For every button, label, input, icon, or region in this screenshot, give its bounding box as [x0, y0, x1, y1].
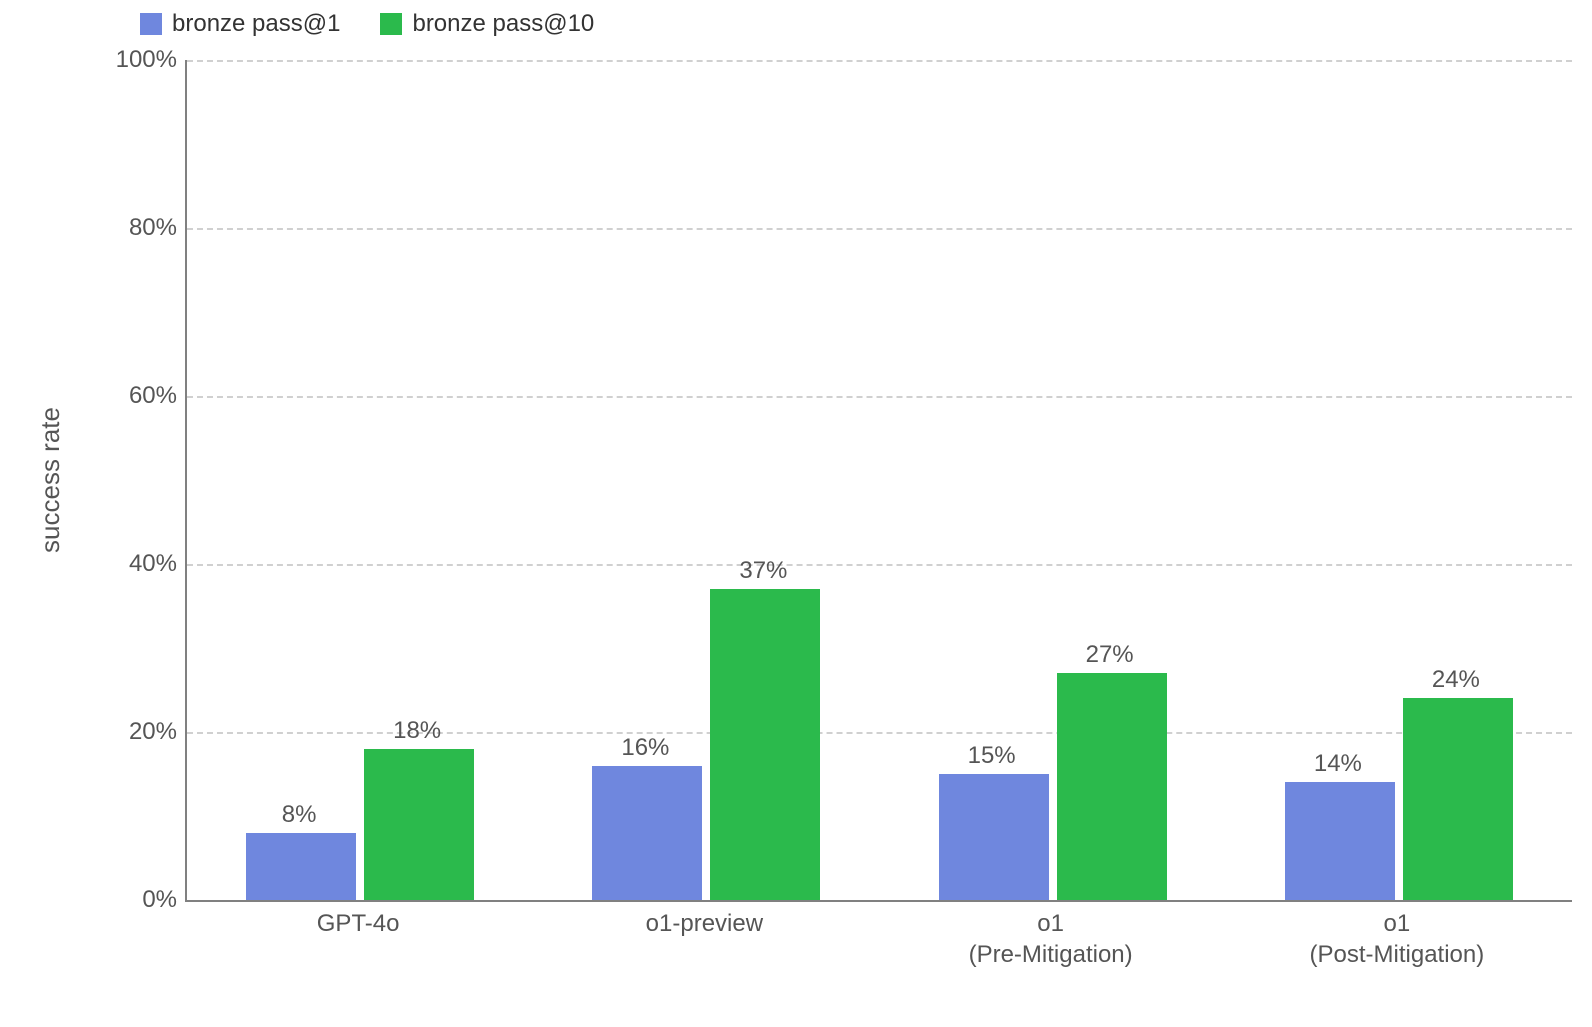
y-tick-label: 100%	[97, 46, 177, 74]
legend-swatch-pass1	[140, 13, 162, 35]
bar-value-label: 8%	[282, 801, 317, 829]
bar-value-label: 18%	[393, 717, 441, 745]
bar-value-label: 16%	[621, 734, 669, 762]
bar	[1403, 698, 1513, 900]
legend-item-pass10: bronze pass@10	[380, 10, 594, 38]
x-category-label: o1-preview	[554, 908, 854, 939]
x-category-label: GPT-4o	[208, 908, 508, 939]
gridline	[187, 564, 1572, 566]
bar	[592, 766, 702, 900]
bar-value-label: 14%	[1314, 750, 1362, 778]
y-tick-label: 80%	[97, 214, 177, 242]
bar	[939, 774, 1049, 900]
gridline	[187, 396, 1572, 398]
gridline	[187, 60, 1572, 62]
legend: bronze pass@1 bronze pass@10	[140, 10, 594, 38]
bar	[1057, 673, 1167, 900]
bar	[364, 749, 474, 900]
y-tick-label: 20%	[97, 718, 177, 746]
x-category-label: o1 (Pre-Mitigation)	[901, 908, 1201, 970]
y-axis-label: success rate	[35, 407, 66, 553]
bar-value-label: 15%	[968, 742, 1016, 770]
legend-label-pass1: bronze pass@1	[172, 10, 340, 38]
y-tick-label: 0%	[97, 886, 177, 914]
y-tick-label: 40%	[97, 550, 177, 578]
legend-item-pass1: bronze pass@1	[140, 10, 340, 38]
y-tick-label: 60%	[97, 382, 177, 410]
bar-value-label: 37%	[739, 557, 787, 585]
chart-container: bronze pass@1 bronze pass@10 success rat…	[0, 0, 1592, 1027]
gridline	[187, 228, 1572, 230]
bar	[1285, 782, 1395, 900]
bar-value-label: 27%	[1086, 641, 1134, 669]
bar-value-label: 24%	[1432, 666, 1480, 694]
plot-area	[185, 60, 1572, 902]
bar	[246, 833, 356, 900]
bar	[710, 589, 820, 900]
legend-label-pass10: bronze pass@10	[412, 10, 594, 38]
legend-swatch-pass10	[380, 13, 402, 35]
x-category-label: o1 (Post-Mitigation)	[1247, 908, 1547, 970]
